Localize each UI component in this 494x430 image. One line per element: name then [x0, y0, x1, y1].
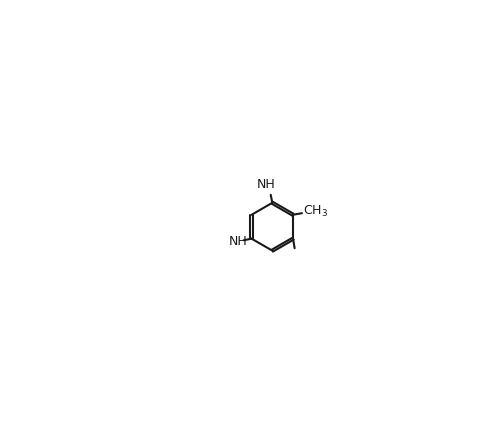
Text: NH: NH: [229, 235, 247, 249]
Text: CH$_3$: CH$_3$: [303, 204, 328, 219]
Text: NH: NH: [257, 178, 276, 190]
